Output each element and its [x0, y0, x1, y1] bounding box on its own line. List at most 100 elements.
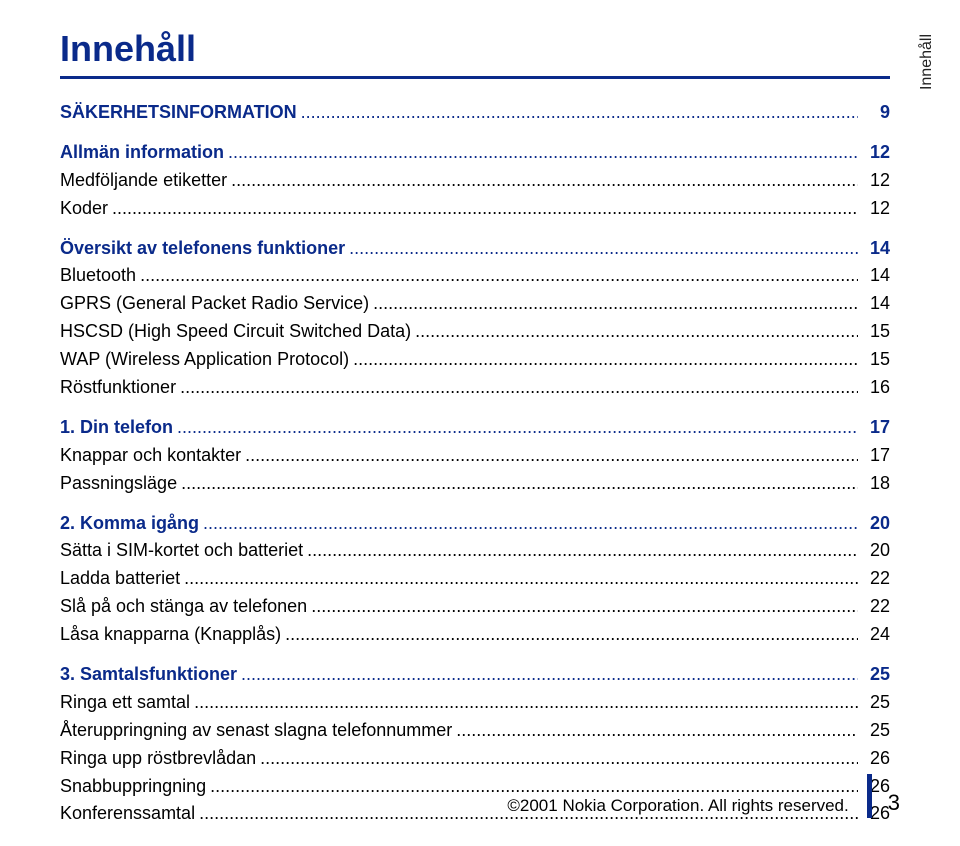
toc-row: 3. Samtalsfunktioner....................… — [60, 661, 890, 689]
toc-page-number: 14 — [862, 235, 890, 263]
footer-separator — [867, 774, 872, 818]
toc-leader-dots: ........................................… — [140, 262, 858, 290]
toc-row: HSCSD (High Speed Circuit Switched Data)… — [60, 318, 890, 346]
toc-label: WAP (Wireless Application Protocol) — [60, 346, 349, 374]
toc-label: Röstfunktioner — [60, 374, 176, 402]
toc-label: Låsa knapparna (Knapplås) — [60, 621, 281, 649]
toc-row: Bluetooth...............................… — [60, 262, 890, 290]
toc-label: Koder — [60, 195, 108, 223]
toc-leader-dots: ........................................… — [311, 593, 858, 621]
toc-page-number: 22 — [862, 565, 890, 593]
toc-label: HSCSD (High Speed Circuit Switched Data) — [60, 318, 411, 346]
toc-page-number: 17 — [862, 442, 890, 470]
toc-row: 1. Din telefon..........................… — [60, 414, 890, 442]
toc-row: Koder...................................… — [60, 195, 890, 223]
toc-row: Sätta i SIM-kortet och batteriet........… — [60, 537, 890, 565]
toc-row: WAP (Wireless Application Protocol).....… — [60, 346, 890, 374]
title-underline — [60, 76, 890, 79]
toc-row: Allmän information......................… — [60, 139, 890, 167]
toc-label: 1. Din telefon — [60, 414, 173, 442]
toc-label: Ladda batteriet — [60, 565, 180, 593]
toc-row: Översikt av telefonens funktioner.......… — [60, 235, 890, 263]
toc-page-number: 24 — [862, 621, 890, 649]
toc-row: Knappar och kontakter...................… — [60, 442, 890, 470]
toc-label: Knappar och kontakter — [60, 442, 241, 470]
toc-row: Ringa upp röstbrevlådan.................… — [60, 745, 890, 773]
toc-leader-dots: ........................................… — [301, 99, 858, 127]
toc-label: Återuppringning av senast slagna telefon… — [60, 717, 452, 745]
toc-leader-dots: ........................................… — [231, 167, 858, 195]
footer-page-number: 3 — [888, 790, 900, 818]
toc-row: Medföljande etiketter...................… — [60, 167, 890, 195]
toc-label: Allmän information — [60, 139, 224, 167]
page-title: Innehåll — [60, 28, 900, 70]
toc-page-number: 9 — [862, 99, 890, 127]
toc-leader-dots: ........................................… — [415, 318, 858, 346]
toc-label: Passningsläge — [60, 470, 177, 498]
toc-row: Låsa knapparna (Knapplås)...............… — [60, 621, 890, 649]
toc-page-number: 17 — [862, 414, 890, 442]
toc-leader-dots: ........................................… — [307, 537, 858, 565]
toc-group-gap — [60, 127, 890, 139]
toc-label: Slå på och stänga av telefonen — [60, 593, 307, 621]
table-of-contents: SÄKERHETSINFORMATION....................… — [60, 99, 890, 828]
toc-row: GPRS (General Packet Radio Service).....… — [60, 290, 890, 318]
toc-row: Återuppringning av senast slagna telefon… — [60, 717, 890, 745]
toc-row: Röstfunktioner..........................… — [60, 374, 890, 402]
toc-leader-dots: ........................................… — [241, 661, 858, 689]
toc-leader-dots: ........................................… — [177, 414, 858, 442]
toc-leader-dots: ........................................… — [260, 745, 858, 773]
page-footer: ©2001 Nokia Corporation. All rights rese… — [507, 774, 900, 818]
toc-label: Ringa upp röstbrevlådan — [60, 745, 256, 773]
toc-group-gap — [60, 402, 890, 414]
toc-leader-dots: ........................................… — [181, 470, 858, 498]
toc-leader-dots: ........................................… — [373, 290, 858, 318]
toc-page-number: 15 — [862, 346, 890, 374]
toc-label: SÄKERHETSINFORMATION — [60, 99, 297, 127]
toc-label: Snabbuppringning — [60, 773, 206, 801]
toc-label: Medföljande etiketter — [60, 167, 227, 195]
toc-leader-dots: ........................................… — [456, 717, 858, 745]
toc-page-number: 15 — [862, 318, 890, 346]
toc-leader-dots: ........................................… — [245, 442, 858, 470]
toc-group-gap — [60, 223, 890, 235]
toc-page-number: 22 — [862, 593, 890, 621]
toc-label: 2. Komma igång — [60, 510, 199, 538]
toc-page-number: 18 — [862, 470, 890, 498]
side-tab-label: Innehåll — [918, 34, 936, 90]
toc-label: GPRS (General Packet Radio Service) — [60, 290, 369, 318]
toc-leader-dots: ........................................… — [112, 195, 858, 223]
toc-page-number: 25 — [862, 717, 890, 745]
toc-leader-dots: ........................................… — [203, 510, 858, 538]
toc-group-gap — [60, 498, 890, 510]
toc-leader-dots: ........................................… — [194, 689, 858, 717]
toc-label: Konferenssamtal — [60, 800, 195, 828]
toc-row: Passningsläge...........................… — [60, 470, 890, 498]
toc-leader-dots: ........................................… — [180, 374, 858, 402]
toc-leader-dots: ........................................… — [349, 235, 858, 263]
toc-page-number: 14 — [862, 262, 890, 290]
toc-page-number: 25 — [862, 661, 890, 689]
toc-leader-dots: ........................................… — [285, 621, 858, 649]
toc-row: SÄKERHETSINFORMATION....................… — [60, 99, 890, 127]
toc-leader-dots: ........................................… — [228, 139, 858, 167]
toc-leader-dots: ........................................… — [353, 346, 858, 374]
toc-page-number: 12 — [862, 195, 890, 223]
toc-group-gap — [60, 649, 890, 661]
copyright-text: ©2001 Nokia Corporation. All rights rese… — [507, 796, 848, 818]
toc-page-number: 20 — [862, 537, 890, 565]
toc-label: Sätta i SIM-kortet och batteriet — [60, 537, 303, 565]
toc-leader-dots: ........................................… — [184, 565, 858, 593]
toc-page-number: 12 — [862, 167, 890, 195]
toc-page-number: 16 — [862, 374, 890, 402]
toc-label: Översikt av telefonens funktioner — [60, 235, 345, 263]
toc-page-number: 14 — [862, 290, 890, 318]
toc-row: 2. Komma igång..........................… — [60, 510, 890, 538]
toc-label: Ringa ett samtal — [60, 689, 190, 717]
toc-label: 3. Samtalsfunktioner — [60, 661, 237, 689]
toc-row: Slå på och stänga av telefonen..........… — [60, 593, 890, 621]
toc-label: Bluetooth — [60, 262, 136, 290]
toc-page-number: 25 — [862, 689, 890, 717]
toc-page-number: 20 — [862, 510, 890, 538]
toc-page-number: 12 — [862, 139, 890, 167]
